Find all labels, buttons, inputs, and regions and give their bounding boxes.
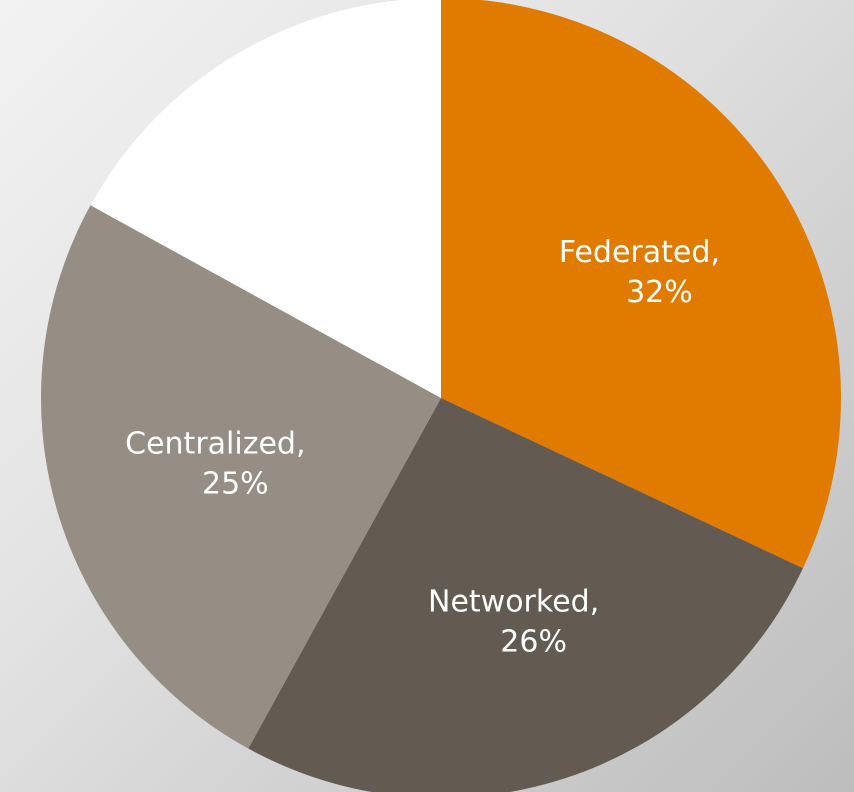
slice-label: Centralized, (125, 427, 305, 462)
slice-value-label: 25% (202, 467, 269, 502)
slice-value-label: 32% (626, 275, 693, 310)
slice-value-label: 26% (500, 624, 567, 659)
chart: Federated, 32% Networked, 26% Centralized, 25… (0, 0, 854, 792)
slice-label: Federated, (559, 235, 720, 270)
slice-label: Networked, (428, 584, 599, 619)
page: Federated, 32% Networked, 26% Centralized, 25… (0, 0, 854, 792)
